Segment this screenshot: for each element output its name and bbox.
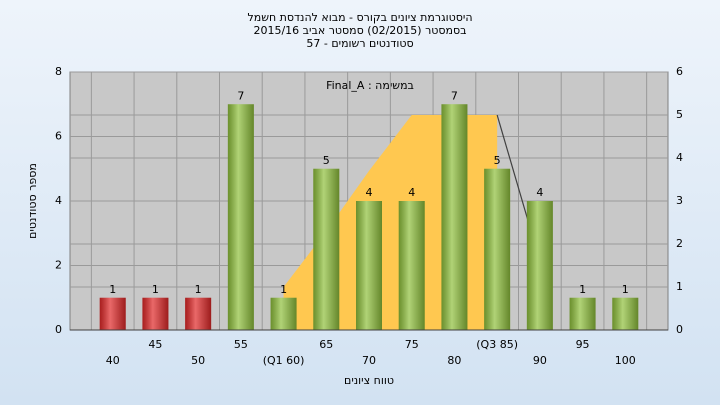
x-tick-label: 40: [106, 354, 120, 367]
bar-value-label: 5: [494, 154, 501, 167]
x-tick-label: 50: [191, 354, 205, 367]
bar-value-label: 4: [536, 186, 543, 199]
y-tick-label: 6: [55, 130, 62, 143]
bar-shade: [484, 168, 511, 330]
bar-shade: [270, 297, 297, 330]
x-tick-label: (Q3 85): [476, 338, 518, 351]
x-axis-label: טווח ציונים: [344, 374, 394, 387]
y-tick-label: 8: [55, 65, 62, 78]
bar-value-label: 1: [109, 283, 116, 296]
bar-value-label: 5: [323, 154, 330, 167]
x-tick-label: (Q1 60): [263, 354, 305, 367]
bar-shade: [313, 168, 340, 330]
y-axis-label: מספר סטודנטים: [26, 163, 39, 239]
bar-shade: [569, 297, 596, 330]
y2-tick-label: 6: [676, 65, 683, 78]
bar-value-label: 4: [366, 186, 373, 199]
x-tick-label: 100: [615, 354, 636, 367]
x-tick-label: 95: [576, 338, 590, 351]
chart-title: היסטוגרמת ציונים בקורס - מבוא להנדסת חשמ…: [247, 11, 472, 24]
bar-shade: [398, 201, 425, 330]
y2-tick-label: 3: [676, 194, 683, 207]
x-tick-label: 80: [447, 354, 461, 367]
bar-shade: [441, 104, 468, 330]
bar-shade: [142, 297, 169, 330]
bar-value-label: 4: [408, 186, 415, 199]
x-tick-label: 65: [319, 338, 333, 351]
y2-tick-label: 2: [676, 237, 683, 250]
y-tick-label: 0: [55, 323, 62, 336]
chart-subtitle: בסמסטר (02/2015) סמסטר אביב 2015/16: [253, 24, 466, 37]
bar-value-label: 7: [237, 89, 244, 102]
y2-tick-label: 5: [676, 108, 683, 121]
x-tick-label: 55: [234, 338, 248, 351]
legend-text: Final_A : במשימה: [326, 79, 414, 92]
x-tick-label: 70: [362, 354, 376, 367]
y-tick-label: 2: [55, 259, 62, 272]
x-tick-label: 90: [533, 354, 547, 367]
bar-shade: [185, 297, 212, 330]
bar-value-label: 1: [195, 283, 202, 296]
bar-shade: [99, 297, 126, 330]
bar-value-label: 7: [451, 89, 458, 102]
y-tick-label: 4: [55, 194, 62, 207]
bar-value-label: 1: [152, 283, 159, 296]
chart-subtitle: סטודנטים רשומים - 57: [306, 37, 413, 50]
bar-shade: [612, 297, 639, 330]
y2-tick-label: 0: [676, 323, 683, 336]
y2-tick-label: 1: [676, 280, 683, 293]
y2-tick-label: 4: [676, 151, 683, 164]
x-tick-label: 75: [405, 338, 419, 351]
bar-shade: [227, 104, 254, 330]
bar-value-label: 1: [280, 283, 287, 296]
bar-shade: [526, 201, 553, 330]
bar-value-label: 1: [622, 283, 629, 296]
x-tick-label: 45: [148, 338, 162, 351]
bar-shade: [356, 201, 382, 330]
bar-value-label: 1: [579, 283, 586, 296]
